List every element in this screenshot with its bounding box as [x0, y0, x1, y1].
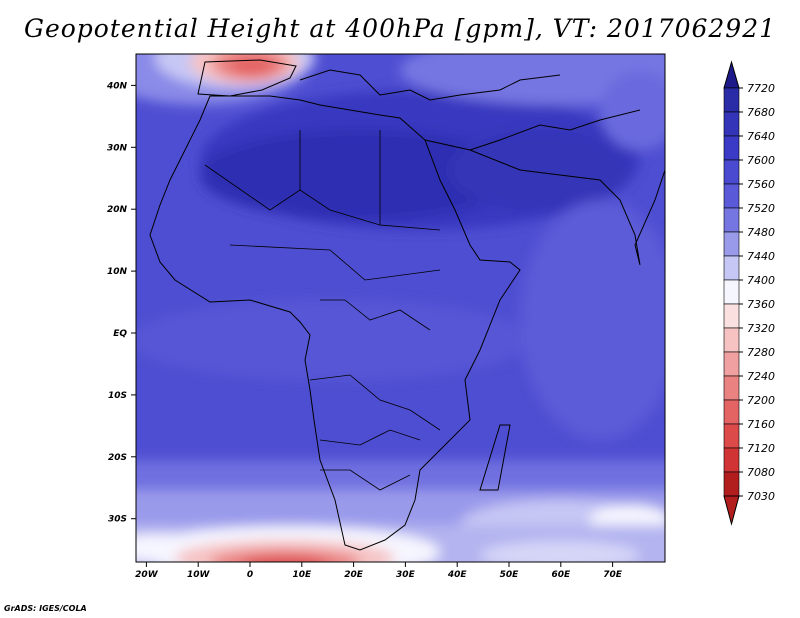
colorbar-segment: [723, 135, 740, 161]
grads-credit: GrADS: IGES/COLA: [4, 604, 87, 613]
colorbar-label: 7280: [747, 346, 775, 359]
lat-tick-label: 40N: [106, 81, 128, 91]
colorbar-label: 7030: [747, 490, 775, 503]
lon-tick-label: 30E: [396, 570, 416, 580]
lat-axis: 40N 30N 20N 10N EQ 10S 20S 30S: [106, 81, 136, 525]
colorbar-label: 7200: [747, 394, 775, 407]
colorbar-label: 7400: [747, 274, 775, 287]
lat-tick-label: 30N: [107, 143, 128, 153]
colorbar-segment: [723, 327, 740, 353]
map-title: Geopotential Height at 400hPa [gpm], VT:…: [23, 14, 777, 43]
colorbar-label: 7440: [747, 250, 775, 263]
colorbar-segment: [723, 423, 740, 449]
lon-tick-label: 60E: [551, 570, 571, 580]
colorbar-segment: [723, 207, 740, 233]
coastlines: [149, 59, 665, 551]
colorbar-label: 7720: [747, 82, 775, 95]
colorbar-segment: [723, 87, 740, 113]
map-frame: [135, 53, 666, 563]
lon-tick-label: 10E: [292, 570, 312, 580]
country-borders: [204, 130, 441, 491]
colorbar-segment: [723, 231, 740, 257]
colorbar-segment: [723, 471, 740, 497]
lon-tick-label: 40E: [447, 570, 468, 580]
lon-tick-label: 20E: [344, 570, 364, 580]
colorbar-label: 7560: [747, 178, 775, 191]
colorbar-segment: [723, 447, 740, 473]
lat-tick-label: 20S: [108, 453, 127, 463]
colorbar: 7720 7680 7640 7600 7560 7520 7480 7440 7400 7360…: [723, 60, 775, 526]
height-field: [136, 54, 665, 562]
lon-tick-label: 20W: [135, 570, 159, 580]
colorbar-label: 7360: [747, 298, 775, 311]
lat-tick-label: EQ: [113, 329, 127, 339]
colorbar-label: 7600: [747, 154, 775, 167]
colorbar-bottom-arrow: [723, 495, 740, 526]
lon-tick-label: 50E: [500, 570, 520, 580]
colorbar-segment: [723, 183, 740, 209]
colorbar-label: 7160: [747, 418, 775, 431]
colorbar-segment: [723, 303, 740, 329]
lon-axis: 20W 10W 0 10E 20E 30E 40E 50E 60E 70E: [135, 562, 623, 580]
lon-tick-label: 70E: [603, 570, 623, 580]
colorbar-segment: [723, 279, 740, 305]
colorbar-label: 7080: [747, 466, 775, 479]
lat-tick-label: 10S: [108, 391, 127, 401]
colorbar-segment: [723, 159, 740, 185]
colorbar-label: 7520: [747, 202, 775, 215]
colorbar-label: 7240: [747, 370, 775, 383]
lat-tick-label: 20N: [107, 205, 128, 215]
colorbar-segment: [723, 375, 740, 401]
lat-tick-label: 10N: [107, 267, 128, 277]
colorbar-segment: [723, 255, 740, 281]
colorbar-segment: [723, 399, 740, 425]
colorbar-label: 7680: [747, 106, 775, 119]
colorbar-label: 7640: [747, 130, 775, 143]
lon-tick-label: 0: [247, 570, 253, 580]
colorbar-segment: [723, 111, 740, 137]
colorbar-label: 7480: [747, 226, 775, 239]
colorbar-label: 7120: [747, 442, 775, 455]
colorbar-segment: [723, 351, 740, 377]
colorbar-label: 7320: [747, 322, 775, 335]
colorbar-top-arrow: [723, 60, 740, 89]
lon-tick-label: 10W: [187, 570, 211, 580]
lat-tick-label: 30S: [108, 515, 127, 525]
